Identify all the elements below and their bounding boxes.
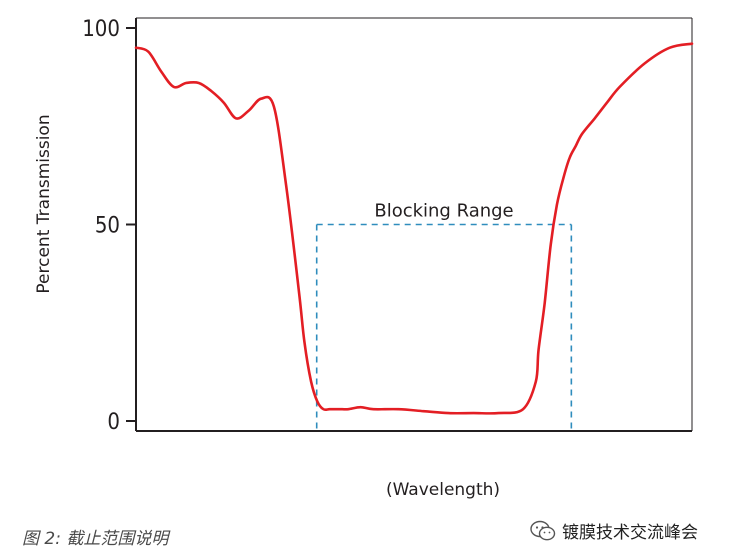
figure-caption: 图 2: 截止范围说明 (22, 529, 169, 549)
y-tick-label-100: 100 (82, 17, 120, 42)
axes (135, 17, 693, 432)
y-ticks: 0 50 100 (82, 17, 136, 435)
wechat-icon (530, 520, 556, 540)
y-tick-label-0: 0 (107, 410, 120, 435)
series-layer (134, 42, 694, 415)
watermark-text: 镀膜技术交流峰会 (562, 523, 698, 543)
y-axis-title: Percent Transmission (34, 114, 54, 293)
y-tick-label-50: 50 (95, 214, 120, 239)
blocking-range-guides (315, 223, 573, 431)
watermark: 镀膜技术交流峰会 (530, 518, 698, 543)
transmission-curve (134, 42, 694, 415)
x-axis-title: (Wavelength) (386, 480, 500, 500)
blocking-range-label: Blocking Range (374, 201, 513, 222)
